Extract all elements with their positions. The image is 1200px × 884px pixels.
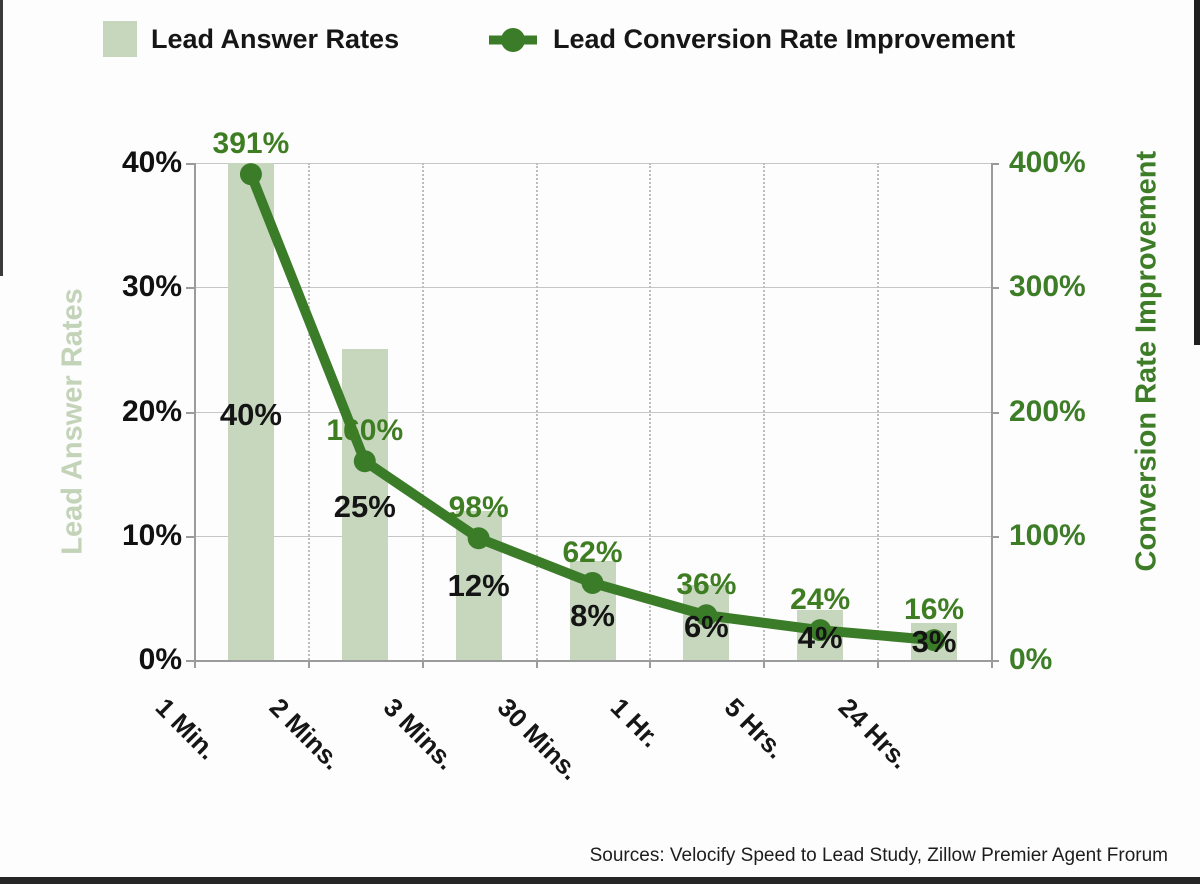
bottom-tick-mark	[421, 660, 424, 668]
bar-series-swatch-icon	[103, 21, 137, 57]
category-label: 24 Hrs.	[832, 692, 916, 775]
left-tick-mark	[186, 287, 194, 290]
right-tick-mark	[991, 163, 999, 165]
right-tick-mark	[991, 535, 999, 538]
line-data-label: 160%	[326, 414, 404, 448]
bottom-tick-mark	[307, 660, 310, 668]
line-data-label: 16%	[904, 593, 965, 627]
left-tick-mark	[186, 535, 194, 538]
right-axis-tick-label: 0%	[1009, 643, 1053, 676]
bar-data-label: 6%	[683, 609, 729, 645]
bottom-edge-strip	[0, 877, 1200, 884]
bottom-tick-mark	[991, 660, 993, 668]
bar-data-label: 8%	[570, 597, 615, 633]
bar-data-label: 3%	[911, 624, 957, 660]
legend: Lead Answer Rates Lead Conversion Rate I…	[0, 0, 1200, 80]
vertical-gridline	[763, 163, 766, 660]
category-label: 2 Mins.	[263, 692, 348, 776]
bottom-tick-mark	[649, 660, 652, 668]
category-label: 1 Hr.	[605, 692, 667, 754]
bar-data-label: 4%	[797, 620, 843, 656]
category-label: 30 Mins.	[491, 692, 586, 786]
left-axis-tick-label: 0%	[138, 643, 182, 676]
horizontal-gridline	[194, 411, 991, 413]
bottom-tick-mark	[877, 660, 880, 668]
bar-data-label: 12%	[447, 568, 510, 604]
right-axis-tick-label: 300%	[1009, 270, 1086, 304]
bottom-tick-mark	[763, 660, 766, 668]
line-series-marker-icon	[489, 28, 537, 52]
left-edge-strip	[0, 0, 3, 276]
category-label: 1 Min.	[149, 692, 224, 766]
line-data-label: 98%	[448, 491, 509, 525]
right-axis-title: Conversion Rate Improvement	[1130, 150, 1163, 572]
right-axis-tick-label: 400%	[1009, 146, 1086, 179]
left-axis-tick-label: 30%	[121, 270, 182, 304]
source-citation: Sources: Velocify Speed to Lead Study, Z…	[589, 845, 1168, 866]
left-tick-mark	[186, 163, 194, 165]
category-label: 3 Mins.	[377, 692, 461, 776]
bar-data-label: 40%	[219, 397, 282, 433]
legend-label-lead-answer-rates: Lead Answer Rates	[151, 24, 400, 54]
line-data-label: 24%	[790, 583, 851, 617]
left-axis-tick-label: 20%	[121, 394, 182, 428]
right-tick-mark	[991, 660, 999, 662]
right-axis-tick-label: 200%	[1009, 394, 1086, 428]
right-axis-tick-label: 100%	[1009, 518, 1086, 552]
bottom-axis-line	[186, 660, 993, 662]
legend-label-lead-conversion-rate-improvement: Lead Conversion Rate Improvement	[553, 24, 1016, 54]
vertical-gridline	[535, 163, 538, 660]
left-axis-line	[194, 163, 196, 660]
left-axis-tick-label: 40%	[121, 146, 182, 179]
line-data-label: 36%	[676, 568, 737, 602]
vertical-gridline	[877, 163, 880, 660]
line-data-label: 62%	[562, 535, 623, 569]
vertical-gridline	[307, 163, 310, 660]
right-tick-mark	[991, 411, 999, 414]
right-tick-mark	[991, 287, 999, 290]
line-data-label: 391%	[212, 127, 290, 161]
left-tick-mark	[186, 411, 194, 414]
bottom-tick-mark	[194, 660, 196, 668]
horizontal-gridline	[194, 163, 991, 164]
left-tick-mark	[186, 660, 194, 662]
bottom-tick-mark	[535, 660, 538, 668]
right-edge-strip	[1194, 0, 1200, 345]
left-axis-tick-label: 10%	[121, 518, 182, 552]
horizontal-gridline	[194, 287, 991, 289]
vertical-gridline	[649, 163, 652, 660]
vertical-gridline	[421, 163, 424, 660]
category-label: 5 Hrs.	[718, 692, 792, 765]
bar-data-label: 25%	[333, 489, 396, 525]
